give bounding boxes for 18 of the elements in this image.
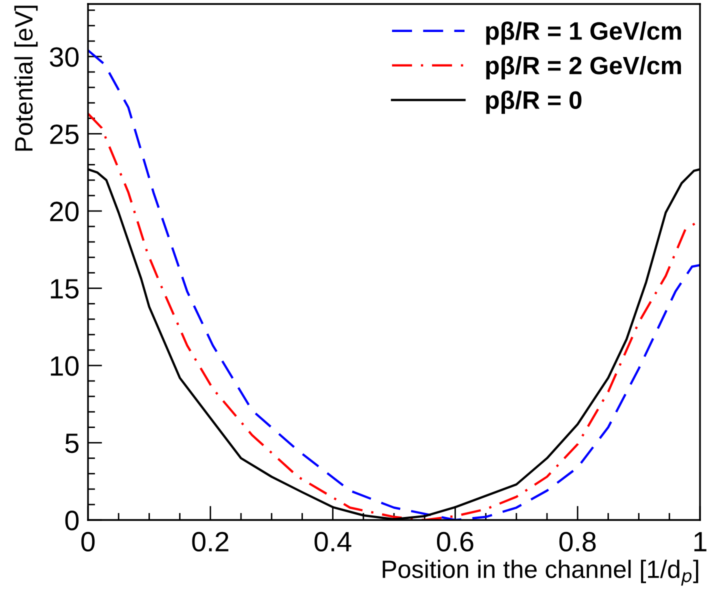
y-tick-label: 30: [50, 47, 79, 67]
x-axis-title: Position in the channel [1/d$_{p}$]: [382, 560, 698, 586]
x-tick-label: 0: [81, 532, 95, 552]
y-tick-label: 20: [50, 202, 79, 222]
legend-label: pβ/R = 2 GeV/cm: [486, 56, 681, 80]
y-axis-title: Potential [eV]: [14, 6, 38, 151]
x-tick-label: 0.6: [436, 532, 474, 552]
legend-label: pβ/R = 1 GeV/cm: [486, 22, 681, 45]
y-tick-label: 15: [50, 279, 79, 299]
x-tick-label: 1: [694, 532, 706, 552]
y-tick-label: 25: [50, 124, 79, 144]
x-tick-label: 0.8: [559, 532, 596, 552]
x-tick-label: 0.2: [192, 532, 228, 552]
y-tick-label: 5: [65, 434, 79, 454]
x-tick-label: 0.4: [314, 532, 352, 552]
y-tick-label: 0: [65, 510, 79, 530]
legend-label: pβ/R = 0: [486, 90, 582, 114]
y-tick-label: 10: [50, 356, 79, 376]
